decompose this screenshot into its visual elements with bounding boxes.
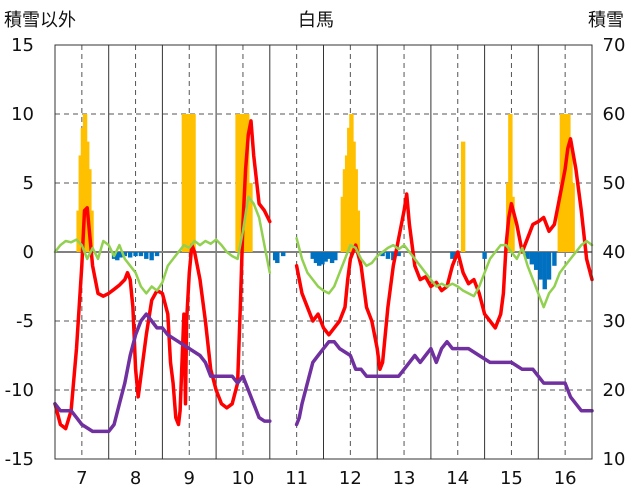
bar: [329, 252, 335, 264]
bar: [238, 114, 244, 252]
bar: [149, 252, 154, 261]
bar: [275, 252, 280, 264]
bar: [552, 252, 557, 266]
y-tick-left: 15: [11, 35, 34, 56]
y-tick-right: 30: [603, 311, 626, 332]
y-tick-left: 5: [23, 173, 34, 194]
bar: [184, 114, 190, 252]
bar: [460, 141, 466, 252]
bar: [115, 252, 120, 261]
y-tick-left: 0: [23, 242, 34, 263]
bar: [154, 252, 160, 257]
bar: [529, 252, 535, 265]
bars: [76, 114, 575, 290]
bar: [89, 210, 94, 252]
bar: [508, 114, 513, 252]
bar: [333, 252, 338, 261]
bar: [133, 252, 138, 257]
bar: [122, 252, 128, 257]
y-tick-right: 50: [603, 173, 626, 194]
bar: [248, 183, 253, 252]
bar: [317, 252, 322, 266]
bar: [510, 196, 515, 252]
series-line: [53, 195, 272, 295]
y-tick-right: 10: [603, 449, 626, 470]
bar: [313, 252, 319, 264]
axes: -15 -10 -5 0 5 10 15 10 20 30 40 50 60 70 7 8 9 10 11 12 13 1…: [5, 35, 626, 489]
x-tick: 15: [500, 468, 523, 489]
series-line: [53, 119, 272, 431]
bar: [326, 252, 332, 259]
bar: [570, 183, 575, 252]
series-line: [53, 312, 272, 434]
bar: [188, 114, 193, 252]
bar: [144, 252, 149, 259]
bar: [235, 114, 240, 252]
x-tick: 10: [231, 468, 254, 489]
bar: [245, 114, 250, 252]
bar: [396, 252, 401, 257]
bar: [482, 252, 487, 259]
bar: [127, 252, 133, 258]
y-axis-left-label: 積雪以外: [4, 10, 76, 31]
bar: [385, 252, 391, 259]
x-tick: 14: [446, 468, 469, 489]
y-tick-right: 70: [603, 35, 626, 56]
x-tick: 7: [76, 468, 87, 489]
y-tick-left: -5: [16, 311, 34, 332]
y-tick-left: -15: [5, 449, 34, 470]
y-tick-right: 40: [603, 242, 626, 263]
series-line: [294, 137, 594, 372]
bar: [355, 210, 361, 252]
bar: [323, 252, 328, 262]
x-tick: 13: [393, 468, 416, 489]
series-line: [295, 236, 594, 309]
bar: [191, 114, 196, 252]
bar: [320, 252, 325, 265]
x-tick: 11: [285, 468, 308, 489]
y-tick-right: 60: [603, 104, 626, 125]
bar: [546, 252, 552, 280]
bar: [138, 252, 144, 257]
bar: [533, 252, 539, 270]
bar: [118, 252, 123, 258]
x-tick: 9: [184, 468, 195, 489]
bar: [538, 252, 543, 280]
bar: [525, 252, 530, 259]
series-line: [294, 339, 594, 427]
lines: [53, 119, 594, 434]
bar: [452, 252, 458, 257]
y-axis-right-label: 積雪: [588, 10, 624, 31]
x-tick: 12: [339, 468, 362, 489]
chart-title: 白馬: [298, 10, 334, 31]
bar: [542, 252, 547, 290]
bar: [380, 252, 385, 257]
bar: [391, 252, 396, 261]
y-tick-left: -10: [5, 380, 34, 401]
y-tick-left: 10: [11, 104, 34, 125]
bar: [310, 252, 315, 259]
plot-border: [54, 44, 593, 460]
x-tick: 16: [554, 468, 577, 489]
x-tick: 8: [130, 468, 141, 489]
bar: [450, 252, 455, 259]
bar: [281, 252, 286, 257]
bar: [181, 114, 187, 252]
y-tick-right: 20: [603, 380, 626, 401]
